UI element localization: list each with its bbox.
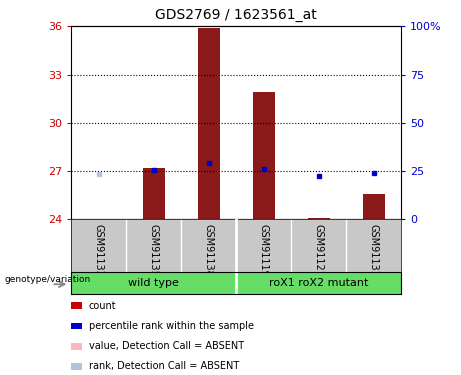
Bar (253, 92, 275, 219)
Bar (307, 218, 330, 219)
Text: GSM91131: GSM91131 (369, 224, 378, 276)
Text: GSM91119: GSM91119 (259, 224, 269, 276)
Text: GSM91138: GSM91138 (204, 224, 214, 276)
Text: GSM91121: GSM91121 (313, 224, 324, 276)
Text: GSM91133: GSM91133 (94, 224, 104, 276)
Bar (363, 194, 384, 219)
Text: count: count (89, 301, 116, 310)
Title: GDS2769 / 1623561_at: GDS2769 / 1623561_at (155, 9, 317, 22)
Text: roX1 roX2 mutant: roX1 roX2 mutant (269, 278, 368, 288)
Text: wild type: wild type (129, 278, 179, 288)
Text: genotype/variation: genotype/variation (5, 275, 91, 284)
Bar (143, 168, 165, 219)
Text: percentile rank within the sample: percentile rank within the sample (89, 321, 254, 331)
Text: rank, Detection Call = ABSENT: rank, Detection Call = ABSENT (89, 362, 239, 371)
Text: value, Detection Call = ABSENT: value, Detection Call = ABSENT (89, 341, 243, 351)
Text: GSM91135: GSM91135 (149, 224, 159, 276)
Bar (198, 28, 220, 219)
